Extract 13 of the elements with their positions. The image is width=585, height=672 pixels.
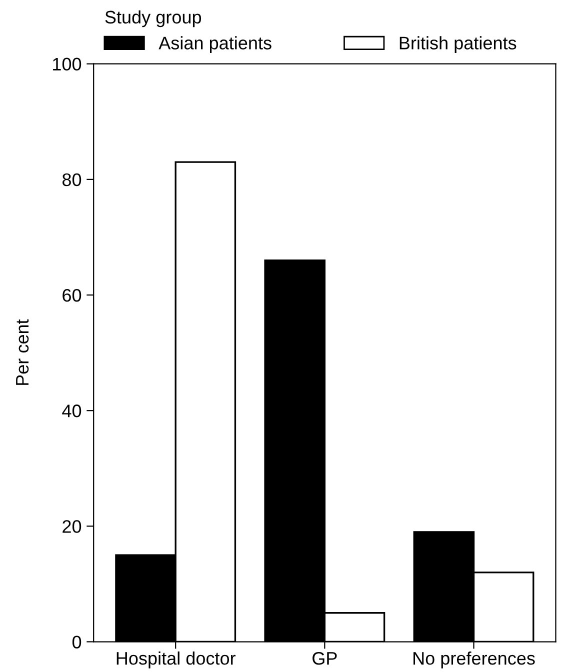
y-tick-label: 60 [62, 288, 82, 302]
y-tick-label: 20 [62, 520, 82, 533]
y-tick-label: 0 [72, 636, 82, 648]
x-tick-label: Hospital doctor [116, 651, 236, 668]
y-tick-label: 80 [62, 173, 82, 186]
x-tick-label: No preferences [414, 652, 535, 668]
y-axis-title: Per cent [16, 319, 29, 385]
legend-label: British patients [400, 36, 516, 54]
y-tick-label: 100 [53, 58, 82, 71]
y-tick-label: 40 [62, 404, 82, 418]
legend-title: Study group [105, 10, 202, 28]
legend-label: Asian patients [158, 36, 272, 54]
x-tick-label: GP [312, 652, 337, 665]
